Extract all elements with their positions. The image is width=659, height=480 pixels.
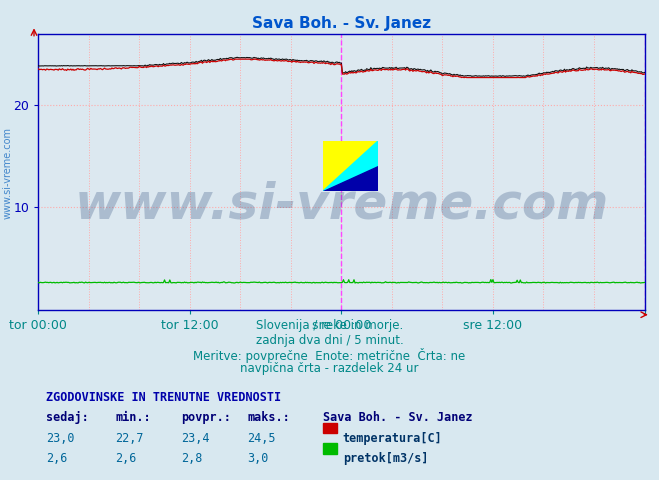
Text: temperatura[C]: temperatura[C] [343,432,442,444]
Text: Sava Boh. - Sv. Janez: Sava Boh. - Sv. Janez [323,411,473,424]
Polygon shape [323,141,378,191]
Text: sedaj:: sedaj: [46,411,89,424]
Text: 23,0: 23,0 [46,432,74,444]
Text: 2,6: 2,6 [46,452,67,465]
Text: 3,0: 3,0 [247,452,268,465]
Text: pretok[m3/s]: pretok[m3/s] [343,452,428,465]
Text: 22,7: 22,7 [115,432,144,444]
Text: ZGODOVINSKE IN TRENUTNE VREDNOSTI: ZGODOVINSKE IN TRENUTNE VREDNOSTI [46,391,281,404]
Polygon shape [323,166,378,191]
Polygon shape [323,141,378,191]
Text: www.si-vreme.com: www.si-vreme.com [3,127,13,219]
Text: 2,6: 2,6 [115,452,136,465]
Text: 2,8: 2,8 [181,452,202,465]
Text: 24,5: 24,5 [247,432,275,444]
Text: min.:: min.: [115,411,151,424]
Text: Slovenija / reke in morje.: Slovenija / reke in morje. [256,319,403,332]
Title: Sava Boh. - Sv. Janez: Sava Boh. - Sv. Janez [252,16,431,31]
Text: 23,4: 23,4 [181,432,210,444]
Text: www.si-vreme.com: www.si-vreme.com [74,181,608,229]
Text: maks.:: maks.: [247,411,290,424]
Text: zadnja dva dni / 5 minut.: zadnja dva dni / 5 minut. [256,334,403,347]
Text: navpična črta - razdelek 24 ur: navpična črta - razdelek 24 ur [241,362,418,375]
Text: povpr.:: povpr.: [181,411,231,424]
Text: Meritve: povprečne  Enote: metrične  Črta: ne: Meritve: povprečne Enote: metrične Črta:… [193,348,466,363]
